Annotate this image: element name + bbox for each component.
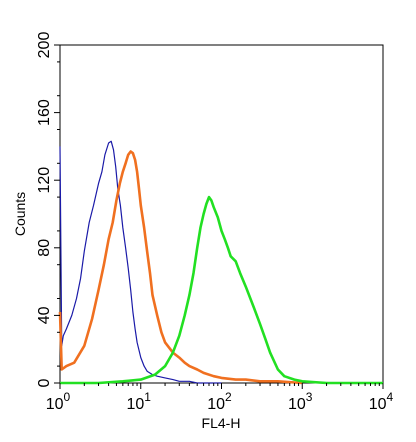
y-tick-label: 0 [36, 378, 53, 387]
y-tick-label: 80 [36, 239, 53, 257]
x-tick-label: 100 [46, 390, 71, 413]
x-tick-label: 101 [127, 390, 152, 413]
x-tick-label: 104 [369, 390, 394, 413]
plot-area [59, 44, 384, 384]
y-tick-label: 200 [36, 32, 53, 59]
series-line-3 [60, 195, 383, 385]
y-axis-title: Counts [12, 192, 28, 236]
x-tick-label: 102 [207, 390, 232, 413]
x-tick-label: 103 [288, 390, 313, 413]
x-axis-title: FL4-H [202, 415, 241, 431]
y-tick-label: 40 [36, 306, 53, 324]
series-group [58, 140, 383, 385]
y-tick-label: 120 [36, 167, 53, 194]
y-tick-label: 160 [36, 99, 53, 126]
x-axis: 100 101 102 103 104 [46, 383, 394, 413]
y-axis: 0 40 80 120 160 200 [36, 32, 60, 387]
series-line-2 [58, 150, 303, 385]
series-line-1 [59, 140, 222, 384]
